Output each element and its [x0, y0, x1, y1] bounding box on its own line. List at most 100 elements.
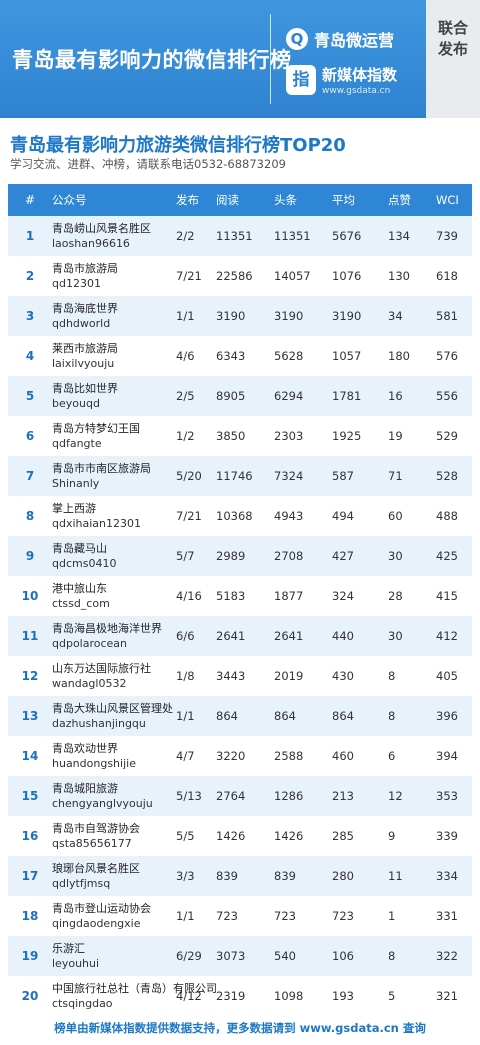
wci-cell: 425 [436, 549, 458, 563]
headline-cell: 1286 [274, 789, 304, 803]
publish-cell: 4/6 [176, 349, 195, 363]
account-id: qdxihaian12301 [52, 517, 142, 530]
table-row: 1 青岛崂山风景名胜区 laoshan96616 2/2 11351 11351 5676 1… [8, 216, 472, 256]
headline-cell: 864 [274, 709, 296, 723]
headline-cell: 4943 [274, 509, 304, 523]
account-id: qingdaodengxie [52, 917, 141, 930]
wci-cell: 739 [436, 229, 458, 243]
average-cell: 864 [332, 709, 354, 723]
rank-cell: 16 [21, 829, 39, 843]
account-id: qd12301 [52, 277, 101, 290]
likes-cell: 8 [388, 709, 396, 723]
average-cell: 440 [332, 629, 354, 643]
col-rank: # [24, 193, 36, 207]
account-id: ctsqingdao [52, 997, 113, 1010]
table-row: 17 琅琊台风景名胜区 qdlytfjmsq 3/3 839 839 280 11 334 [8, 856, 472, 896]
brand-qingdao-weiyunying: Q 青岛微运营 [286, 26, 394, 52]
col-wci: WCI [436, 193, 459, 207]
account-id: chengyanglvyouju [52, 797, 153, 810]
headline-cell: 839 [274, 869, 296, 883]
read-cell: 8905 [216, 389, 246, 403]
account-name: 青岛市自驾游协会 [52, 822, 140, 835]
header-banner: 青岛最有影响力的微信排行榜 Q 青岛微运营 指 新媒体指数 www.gsdata… [0, 0, 480, 118]
account-name: 掌上西游 [52, 502, 96, 515]
table-row: 14 青岛欢动世界 huandongshijie 4/7 3220 2588 460 6 394 [8, 736, 472, 776]
average-cell: 5676 [332, 229, 362, 243]
account-name: 琅琊台风景名胜区 [52, 862, 140, 875]
read-cell: 3190 [216, 309, 246, 323]
account-id: qsta85656177 [52, 837, 132, 850]
wci-cell: 331 [436, 909, 458, 923]
rank-cell: 6 [25, 429, 35, 443]
table-row: 18 青岛市登山运动协会 qingdaodengxie 1/1 723 723 723 1 33… [8, 896, 472, 936]
publish-cell: 1/8 [176, 669, 195, 683]
account-cell: 青岛比如世界 beyouqd [52, 381, 166, 411]
average-cell: 193 [332, 989, 354, 1003]
brand-gsdata: 指 新媒体指数 www.gsdata.cn [286, 64, 397, 96]
wci-cell: 618 [436, 269, 458, 283]
average-cell: 460 [332, 749, 354, 763]
table-row: 10 港中旅山东 ctssd_com 4/16 5183 1877 324 28 415 [8, 576, 472, 616]
average-cell: 430 [332, 669, 354, 683]
wci-cell: 528 [436, 469, 458, 483]
account-cell: 青岛崂山风景名胜区 laoshan96616 [52, 221, 166, 251]
read-cell: 2641 [216, 629, 246, 643]
account-name: 中国旅行社总社（青岛）有限公司 [52, 982, 217, 995]
wci-cell: 394 [436, 749, 458, 763]
headline-cell: 540 [274, 949, 296, 963]
headline-cell: 5628 [274, 349, 304, 363]
gsdata-logo-icon: 指 [286, 65, 316, 95]
likes-cell: 71 [388, 469, 403, 483]
account-cell: 青岛市登山运动协会 qingdaodengxie [52, 901, 166, 931]
col-average: 平均 [332, 193, 355, 207]
rank-cell: 11 [21, 629, 39, 643]
headline-cell: 11351 [274, 229, 311, 243]
table-row: 19 乐游汇 leyouhui 6/29 3073 540 106 8 322 [8, 936, 472, 976]
likes-cell: 30 [388, 629, 403, 643]
wci-cell: 321 [436, 989, 458, 1003]
average-cell: 723 [332, 909, 354, 923]
rank-cell: 5 [25, 389, 35, 403]
headline-cell: 3190 [274, 309, 304, 323]
likes-cell: 8 [388, 669, 396, 683]
publish-cell: 4/16 [176, 589, 202, 603]
headline-cell: 2588 [274, 749, 304, 763]
read-cell: 11351 [216, 229, 253, 243]
banner-title: 青岛最有影响力的微信排行榜 [12, 47, 292, 72]
account-id: qdfangte [52, 437, 102, 450]
account-cell: 中国旅行社总社（青岛）有限公司 ctsqingdao [52, 981, 217, 1011]
account-id: laoshan96616 [52, 237, 130, 250]
account-name: 莱西市旅游局 [52, 342, 118, 355]
table-row: 4 莱西市旅游局 laixilvyouju 4/6 6343 5628 1057 180 576 [8, 336, 472, 376]
rank-cell: 17 [21, 869, 39, 883]
wci-cell: 339 [436, 829, 458, 843]
publish-cell: 1/1 [176, 309, 195, 323]
rank-cell: 7 [25, 469, 35, 483]
likes-cell: 6 [388, 749, 396, 763]
table-row: 7 青岛市市南区旅游局 Shinanly 5/20 11746 7324 587 71 528 [8, 456, 472, 496]
wci-cell: 353 [436, 789, 458, 803]
table-row: 2 青岛市旅游局 qd12301 7/21 22586 14057 1076 130 618 [8, 256, 472, 296]
account-cell: 青岛藏马山 qdcms0410 [52, 541, 166, 571]
account-id: Shinanly [52, 477, 100, 490]
average-cell: 106 [332, 949, 354, 963]
headline-cell: 723 [274, 909, 296, 923]
col-account: 公众号 [52, 192, 87, 207]
average-cell: 494 [332, 509, 354, 523]
brand2-url: www.gsdata.cn [322, 86, 391, 96]
table-row: 9 青岛藏马山 qdcms0410 5/7 2989 2708 427 30 425 [8, 536, 472, 576]
account-cell: 青岛欢动世界 huandongshijie [52, 741, 166, 771]
col-read: 阅读 [216, 193, 239, 207]
read-cell: 3073 [216, 949, 246, 963]
account-cell: 莱西市旅游局 laixilvyouju [52, 341, 166, 371]
rank-cell: 9 [25, 549, 35, 563]
rank-cell: 12 [21, 669, 39, 683]
account-id: laixilvyouju [52, 357, 115, 370]
likes-cell: 180 [388, 349, 410, 363]
likes-cell: 8 [388, 949, 396, 963]
wci-cell: 415 [436, 589, 458, 603]
col-likes: 点赞 [388, 193, 411, 207]
account-name: 青岛大珠山风景区管理处 [52, 702, 173, 715]
account-cell: 青岛海底世界 qdhdworld [52, 301, 166, 331]
account-id: beyouqd [52, 397, 100, 410]
